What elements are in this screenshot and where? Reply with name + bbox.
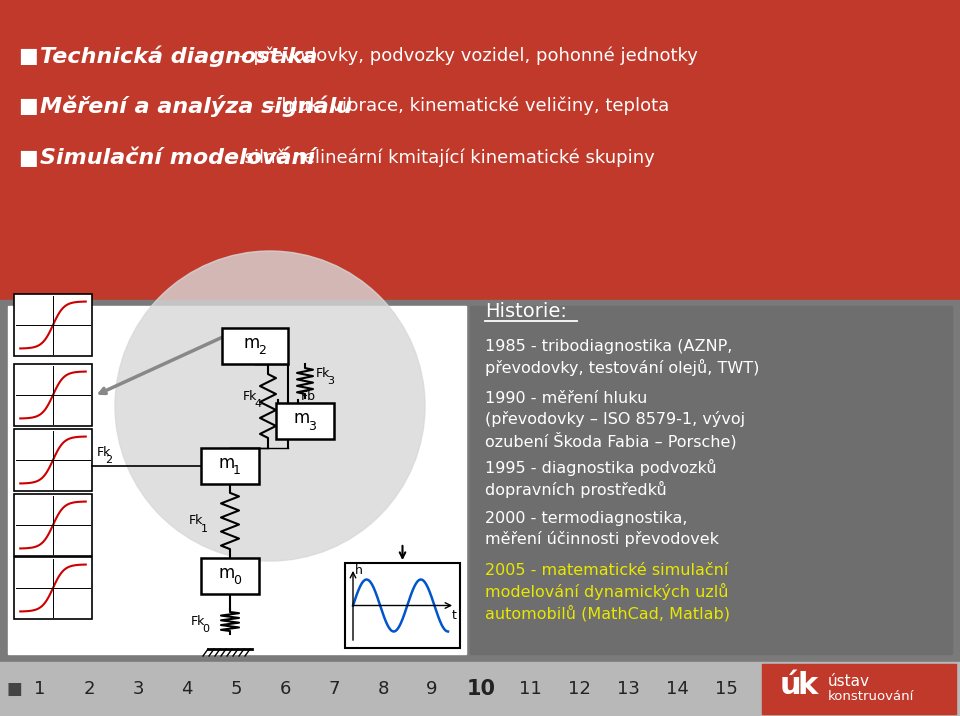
Text: 11: 11 [518, 680, 541, 698]
Text: Měření a analýza signálu: Měření a analýza signálu [40, 95, 352, 117]
Text: Technická diagnostika: Technická diagnostika [40, 45, 318, 67]
Text: 10: 10 [467, 679, 495, 699]
Text: 9: 9 [426, 680, 438, 698]
Bar [14, 364, 92, 426]
Text: 8: 8 [377, 680, 389, 698]
Text: 1: 1 [233, 465, 241, 478]
Circle shape [115, 251, 425, 561]
Text: 6: 6 [279, 680, 291, 698]
Text: m: m [219, 564, 235, 582]
Text: Simulační modelování: Simulační modelování [40, 148, 315, 168]
Text: 2: 2 [258, 344, 266, 357]
Text: Fk: Fk [316, 367, 330, 380]
Text: 0: 0 [203, 624, 209, 634]
Text: m: m [244, 334, 260, 352]
Bar [0, 300, 960, 662]
Text: t: t [452, 609, 457, 622]
Text: 0: 0 [233, 574, 241, 588]
Text: 1985 - tribodiagnostika (AZNP,
převodovky, testování olejů, TWT): 1985 - tribodiagnostika (AZNP, převodovk… [485, 339, 759, 376]
Text: 2000 - termodiagnostika,
měření účinnosti převodovek: 2000 - termodiagnostika, měření účinnost… [485, 511, 719, 546]
Text: Fk: Fk [189, 515, 204, 528]
Text: 1995 - diagnostika podvozků
dopravních prostředků: 1995 - diagnostika podvozků dopravních p… [485, 459, 716, 498]
Text: 12: 12 [567, 680, 590, 698]
Text: 4: 4 [254, 399, 261, 409]
Bar [470, 306, 952, 654]
Text: – silně nelineární kmitající kinematické skupiny: – silně nelineární kmitající kinematické… [224, 149, 655, 168]
Bar [0, 0, 960, 300]
Text: ■: ■ [18, 148, 37, 168]
Text: – hluk, vibrace, kinematické veličiny, teplota: – hluk, vibrace, kinematické veličiny, t… [261, 97, 669, 115]
Text: ■: ■ [18, 96, 37, 116]
Text: 15: 15 [714, 680, 737, 698]
Text: ■: ■ [6, 680, 22, 698]
Text: ústav: ústav [828, 674, 870, 689]
Bar [276, 403, 334, 439]
Text: Fk: Fk [191, 615, 205, 628]
Text: 3: 3 [327, 377, 334, 387]
Bar [14, 294, 92, 356]
Text: Historie:: Historie: [485, 302, 566, 321]
Text: – převodovky, podvozky vozidel, pohonné jednotky: – převodovky, podvozky vozidel, pohonné … [233, 47, 698, 65]
Bar [14, 557, 92, 619]
Text: Fb: Fb [300, 390, 316, 402]
Text: 2: 2 [84, 680, 95, 698]
Text: h: h [355, 564, 363, 578]
Text: Fk: Fk [97, 445, 111, 458]
Text: ú: ú [780, 672, 801, 700]
Text: Fk: Fk [243, 390, 257, 402]
Text: 7: 7 [328, 680, 340, 698]
Text: 5: 5 [230, 680, 242, 698]
Bar [762, 664, 956, 714]
Text: m: m [294, 409, 310, 427]
Bar [201, 558, 259, 594]
Text: 4: 4 [181, 680, 193, 698]
Bar [8, 306, 466, 654]
Bar [14, 494, 92, 556]
Text: m: m [219, 454, 235, 472]
Text: 1990 - měření hluku
(převodovky – ISO 8579-1, vývoj
ozubení Škoda Fabia – Porsch: 1990 - měření hluku (převodovky – ISO 85… [485, 391, 745, 449]
Bar [0, 662, 960, 716]
Bar [201, 448, 259, 484]
Text: 3: 3 [308, 420, 316, 432]
Text: 14: 14 [665, 680, 688, 698]
Text: 2005 - matematické simulační
modelování dynamických uzlů
automobilů (MathCad, Ma: 2005 - matematické simulační modelování … [485, 563, 730, 621]
Bar [14, 429, 92, 491]
Text: 1: 1 [201, 524, 207, 534]
Bar [345, 563, 460, 648]
Text: 1: 1 [35, 680, 46, 698]
Bar [222, 328, 288, 364]
Text: 13: 13 [616, 680, 639, 698]
Text: ■: ■ [18, 46, 37, 66]
Text: konstruování: konstruování [828, 690, 914, 704]
Text: 2: 2 [105, 455, 112, 465]
Text: 3: 3 [132, 680, 144, 698]
Text: k: k [798, 672, 818, 700]
